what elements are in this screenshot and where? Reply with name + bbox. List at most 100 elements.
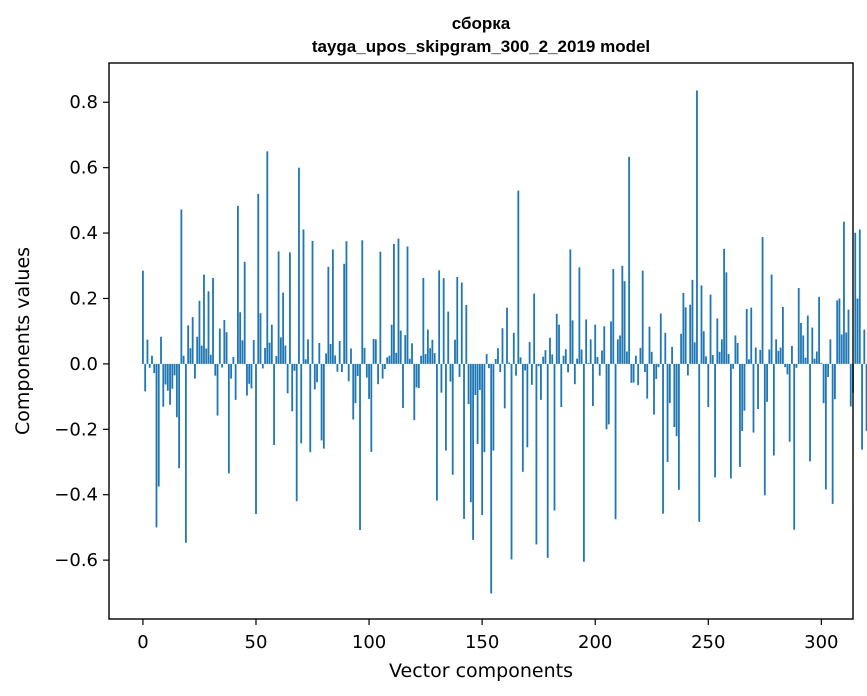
bar-140	[458, 363, 461, 377]
bar-215	[628, 156, 631, 364]
bar-303	[827, 363, 830, 377]
bar-242	[689, 304, 692, 364]
bar-170	[526, 363, 529, 448]
y-tick-label: 0.4	[69, 223, 98, 244]
bar-227	[655, 363, 658, 379]
bar-123	[420, 355, 422, 364]
bar-168	[521, 363, 524, 472]
bar-143	[465, 305, 468, 364]
bar-126	[426, 329, 429, 364]
bar-95	[356, 363, 359, 376]
bar-308	[838, 298, 841, 364]
bar-265	[741, 363, 744, 431]
bar-147	[474, 363, 477, 395]
bar-112	[395, 352, 398, 364]
bar-0	[142, 270, 144, 364]
bar-177	[542, 356, 545, 364]
bar-145	[469, 363, 472, 503]
bar-33	[216, 363, 219, 416]
bar-72	[304, 359, 307, 364]
bar-174	[535, 363, 538, 545]
bar-99	[365, 363, 368, 378]
bar-77	[316, 363, 318, 383]
bar-238	[680, 333, 683, 364]
bar-178	[544, 350, 547, 364]
bar-116	[404, 335, 407, 364]
bar-224	[648, 326, 651, 364]
bar-104	[377, 363, 380, 385]
bar-45	[243, 261, 246, 364]
bar-311	[845, 332, 848, 364]
bar-28	[205, 348, 208, 364]
bar-195	[582, 363, 585, 562]
bar-313	[849, 363, 852, 407]
bar-273	[759, 349, 762, 364]
bar-217	[632, 363, 635, 383]
bar-78	[318, 342, 321, 364]
bar-302	[824, 363, 827, 490]
bar-295	[809, 363, 811, 462]
bar-13	[171, 363, 174, 389]
bar-134	[445, 363, 447, 451]
bar-57	[270, 324, 273, 364]
bar-56	[268, 342, 271, 364]
bar-42	[237, 205, 239, 364]
bar-284	[784, 363, 787, 368]
bar-254	[716, 318, 719, 364]
bar-176	[540, 363, 542, 400]
bar-138	[454, 339, 456, 364]
bar-24	[196, 336, 199, 364]
bar-209	[614, 363, 617, 520]
bar-7	[157, 363, 160, 487]
bar-304	[829, 339, 832, 364]
bar-36	[223, 320, 226, 364]
bar-235	[673, 363, 676, 428]
bar-94	[354, 363, 357, 404]
bar-223	[646, 363, 649, 399]
bar-105	[379, 251, 382, 364]
bar-154	[490, 363, 493, 594]
x-tick-label: 150	[465, 632, 499, 653]
bar-255	[718, 351, 721, 364]
bar-12	[169, 363, 171, 405]
bar-268	[748, 359, 750, 364]
bar-269	[750, 307, 753, 364]
bar-47	[248, 363, 251, 384]
bar-64	[286, 363, 289, 394]
bar-260	[729, 363, 732, 479]
bar-317	[858, 229, 861, 364]
bar-316	[856, 298, 859, 364]
bar-10	[164, 363, 167, 385]
bar-76	[313, 363, 316, 390]
bar-9	[162, 363, 165, 407]
bar-130	[436, 363, 438, 501]
y-tick-label: 0.8	[69, 92, 98, 113]
bar-91	[347, 363, 350, 382]
bar-277	[768, 349, 771, 364]
bar-71	[302, 229, 305, 364]
bar-133	[442, 278, 445, 364]
bar-29	[207, 291, 210, 364]
bar-287	[791, 345, 793, 364]
bar-173	[533, 293, 536, 364]
bar-17	[180, 209, 183, 364]
bar-137	[451, 363, 454, 475]
bar-128	[431, 339, 434, 364]
bar-183	[555, 313, 558, 364]
bar-101	[370, 363, 373, 452]
bar-39	[230, 363, 233, 379]
y-tick-label: −0.2	[54, 419, 98, 440]
bar-203	[601, 350, 603, 364]
bar-248	[702, 331, 705, 364]
bar-109	[388, 355, 391, 364]
bar-196	[585, 319, 588, 364]
bar-167	[519, 357, 522, 364]
bar-141	[460, 282, 463, 364]
bar-159	[501, 328, 504, 364]
bar-231	[664, 332, 667, 364]
bar-186	[562, 355, 565, 364]
bar-55	[266, 151, 269, 364]
bar-88	[341, 363, 343, 373]
bar-110	[390, 324, 393, 364]
bar-291	[800, 323, 802, 364]
